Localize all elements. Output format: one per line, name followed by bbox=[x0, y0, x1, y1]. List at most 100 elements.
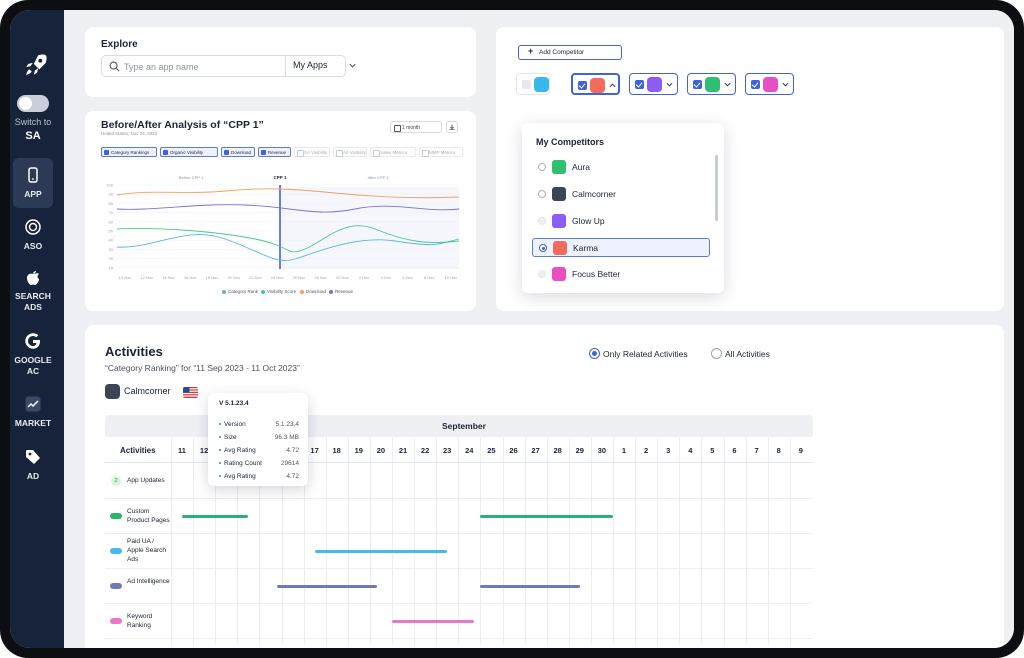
download-icon[interactable] bbox=[446, 121, 458, 133]
karma-app-icon bbox=[590, 78, 605, 93]
grid-column-line bbox=[701, 437, 703, 645]
sidebar-item-ad[interactable]: AD bbox=[13, 448, 53, 482]
check-icon bbox=[522, 80, 531, 89]
search-input[interactable] bbox=[124, 59, 279, 74]
competitor-dropdown: My Competitors Aura Calmcorner Glow Up K… bbox=[522, 123, 724, 293]
option-label: Karma bbox=[573, 243, 599, 253]
filter-chip-mmp-metrics[interactable]: MMP Metrics bbox=[419, 147, 463, 157]
competitor-selector-karma[interactable] bbox=[571, 73, 620, 95]
filter-chip-download[interactable]: Download bbox=[221, 147, 255, 157]
explore-title: Explore bbox=[101, 39, 138, 50]
option-radio[interactable] bbox=[538, 190, 546, 198]
legend-label: Revenue bbox=[335, 289, 354, 294]
grid-column-line bbox=[480, 437, 482, 645]
legend-swatch bbox=[222, 289, 226, 294]
x-tick-label: 6 Dec bbox=[402, 275, 412, 280]
y-tick-label: 10 bbox=[109, 265, 114, 270]
activity-color-pill bbox=[110, 512, 122, 519]
option-radio[interactable] bbox=[538, 217, 546, 225]
tag-icon bbox=[26, 450, 40, 464]
filter-chip-sa-visibility[interactable]: SA Visibility bbox=[294, 147, 330, 157]
tooltip-key: Rating Count bbox=[219, 460, 262, 467]
tooltip-key: Avg Rating bbox=[219, 473, 256, 480]
activity-row-label: Paid UA / Apple Search Ads bbox=[127, 538, 167, 563]
day-label: 9 bbox=[798, 446, 803, 455]
activity-bar[interactable] bbox=[277, 584, 377, 588]
activity-color-pill bbox=[110, 547, 122, 554]
y-tick-label: 50 bbox=[109, 229, 114, 234]
x-tick-label: 10 Dec bbox=[445, 275, 458, 280]
dropdown-option-glow-up[interactable]: Glow Up bbox=[532, 212, 710, 231]
search-box: My Apps bbox=[101, 55, 356, 77]
series-line bbox=[116, 204, 460, 213]
grid-column-line bbox=[259, 437, 261, 645]
grid-column-line bbox=[347, 437, 349, 645]
analysis-title: Before/After Analysis of “CPP 1” bbox=[101, 119, 264, 131]
competitor-selector-aura[interactable] bbox=[687, 73, 736, 95]
competitor-selector-focus-better[interactable] bbox=[745, 73, 794, 95]
chevron-down-icon[interactable] bbox=[348, 61, 357, 70]
sa-toggle[interactable] bbox=[17, 95, 49, 112]
filter-chip-revenue[interactable]: Revenue bbox=[258, 147, 291, 157]
option-radio[interactable] bbox=[539, 244, 547, 252]
day-label: 20 bbox=[376, 446, 386, 455]
activity-bar[interactable] bbox=[392, 619, 474, 623]
own-app-selector[interactable] bbox=[516, 73, 550, 95]
app-picker[interactable]: Calmcorner bbox=[124, 386, 171, 396]
dropdown-option-aura[interactable]: Aura bbox=[532, 158, 710, 177]
all-activities-radio[interactable]: All Activities bbox=[711, 348, 770, 359]
period-select[interactable]: 1 month bbox=[390, 121, 442, 133]
x-tick-label: 10 Nov bbox=[119, 275, 132, 280]
filter-chip-sales-metrics[interactable]: Sales Metrics bbox=[370, 147, 416, 157]
target-icon bbox=[25, 219, 41, 235]
filter-chip-organic-visibility[interactable]: Organic Visibility bbox=[160, 147, 218, 157]
after-region bbox=[280, 187, 459, 269]
option-radio[interactable] bbox=[538, 270, 546, 278]
sidebar-item-market[interactable]: MARKET bbox=[13, 395, 53, 429]
dropdown-option-calmcorner[interactable]: Calmcorner bbox=[532, 185, 710, 204]
competitor-selector-glow-up[interactable] bbox=[629, 73, 678, 95]
focus-better-app-icon bbox=[552, 267, 566, 281]
grid-column-line bbox=[215, 437, 217, 645]
us-flag-icon[interactable] bbox=[183, 387, 198, 398]
sidebar-item-google-ac[interactable]: GOOGLE AC bbox=[13, 332, 53, 377]
day-label: 24 bbox=[465, 446, 474, 455]
activity-row-label: Ad Intelligence bbox=[127, 577, 170, 585]
main-content: Explore My Apps Before/After Analysis of… bbox=[64, 10, 1014, 648]
dropdown-option-karma[interactable]: Karma bbox=[532, 238, 710, 257]
grid-column-line bbox=[657, 437, 659, 645]
filter-chip-category-rankings[interactable]: Category Rankings bbox=[101, 147, 157, 157]
legend-label: Category Rank bbox=[228, 289, 259, 294]
activity-bar[interactable] bbox=[182, 514, 249, 518]
day-label: 25 bbox=[487, 446, 496, 455]
activity-row-label: Keyword Ranking bbox=[127, 612, 153, 629]
sidebar-item-label: MARKET bbox=[14, 418, 52, 428]
filter-chip-ad-visibility[interactable]: Ad Visibility bbox=[333, 147, 367, 157]
rocket-logo-icon[interactable] bbox=[23, 52, 49, 78]
my-apps-dropdown[interactable]: My Apps bbox=[293, 60, 328, 70]
activity-bar[interactable] bbox=[480, 584, 580, 588]
focus-better-app-icon bbox=[763, 77, 778, 92]
sidebar: Switch to SA APP ASO SEARCH ADS GOOGLE A… bbox=[10, 10, 64, 648]
y-tick-label: 80 bbox=[109, 201, 114, 206]
day-label: 6 bbox=[732, 446, 737, 455]
dropdown-title: My Competitors bbox=[536, 137, 605, 147]
legend-label: Visibility Score bbox=[267, 289, 297, 294]
option-radio[interactable] bbox=[538, 163, 546, 171]
sidebar-item-aso[interactable]: ASO bbox=[13, 218, 53, 252]
divider bbox=[285, 56, 286, 76]
only-related-activities-radio[interactable]: Only Related Activities bbox=[589, 348, 688, 359]
grid-column-line bbox=[458, 437, 460, 645]
activity-bar[interactable] bbox=[480, 514, 613, 518]
google-icon bbox=[25, 333, 40, 349]
dropdown-scrollbar[interactable] bbox=[715, 155, 718, 221]
activity-bar[interactable] bbox=[314, 549, 448, 553]
analysis-line-chart: 100 90 80 70 60 50 40 30 20 10 10 Nov 12 Nov 14 Nov 1… bbox=[106, 175, 460, 280]
month-label: September bbox=[442, 421, 486, 431]
dropdown-option-focus-better[interactable]: Focus Better bbox=[532, 265, 710, 284]
sidebar-item-app[interactable]: APP bbox=[13, 158, 53, 208]
y-tick-label: 60 bbox=[109, 219, 114, 224]
x-tick-label: 2 Dec bbox=[359, 275, 369, 280]
sidebar-item-search-ads[interactable]: SEARCH ADS bbox=[13, 268, 53, 313]
add-competitor-button[interactable]: Add Competitor bbox=[518, 45, 622, 60]
